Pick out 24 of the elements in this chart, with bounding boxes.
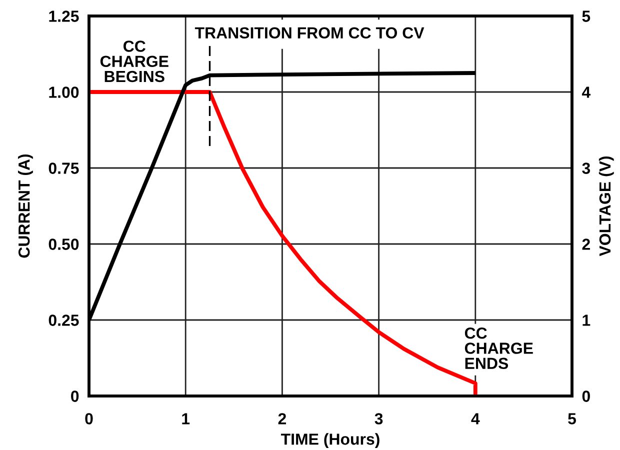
y-axis-title: CURRENT (A)	[18, 154, 33, 258]
x-tick-label: 0	[85, 413, 93, 424]
y2-tick-label: 1	[582, 314, 590, 326]
y-tick-label: 0.75	[48, 162, 79, 174]
y2-tick-label: 0	[582, 390, 590, 402]
y2-tick-label: 3	[582, 162, 590, 174]
annotation: CC CHARGE BEGINS	[100, 40, 168, 82]
y-tick-label: 0	[71, 390, 79, 402]
y2-tick-label: 5	[582, 10, 590, 22]
y2-tick-label: 2	[582, 238, 590, 250]
y-tick-label: 0.50	[48, 238, 79, 250]
x-axis-title: TIME (Hours)	[280, 433, 380, 448]
y2-axis-title: VOLTAGE (V)	[598, 156, 614, 256]
x-tick-label: 4	[471, 413, 480, 424]
annotation: CC CHARGE ENDS	[464, 327, 533, 370]
x-tick-label: 5	[568, 413, 576, 424]
x-tick-label: 2	[278, 413, 286, 424]
y-tick-label: 0.25	[48, 314, 79, 326]
x-tick-label: 1	[182, 413, 190, 424]
ref-line-label: TRANSITION FROM CC TO CV	[194, 27, 424, 39]
y2-tick-label: 4	[582, 86, 591, 98]
x-tick-label: 3	[374, 413, 383, 424]
y-tick-label: 1.25	[49, 10, 79, 22]
y-tick-label: 1.00	[49, 86, 79, 98]
